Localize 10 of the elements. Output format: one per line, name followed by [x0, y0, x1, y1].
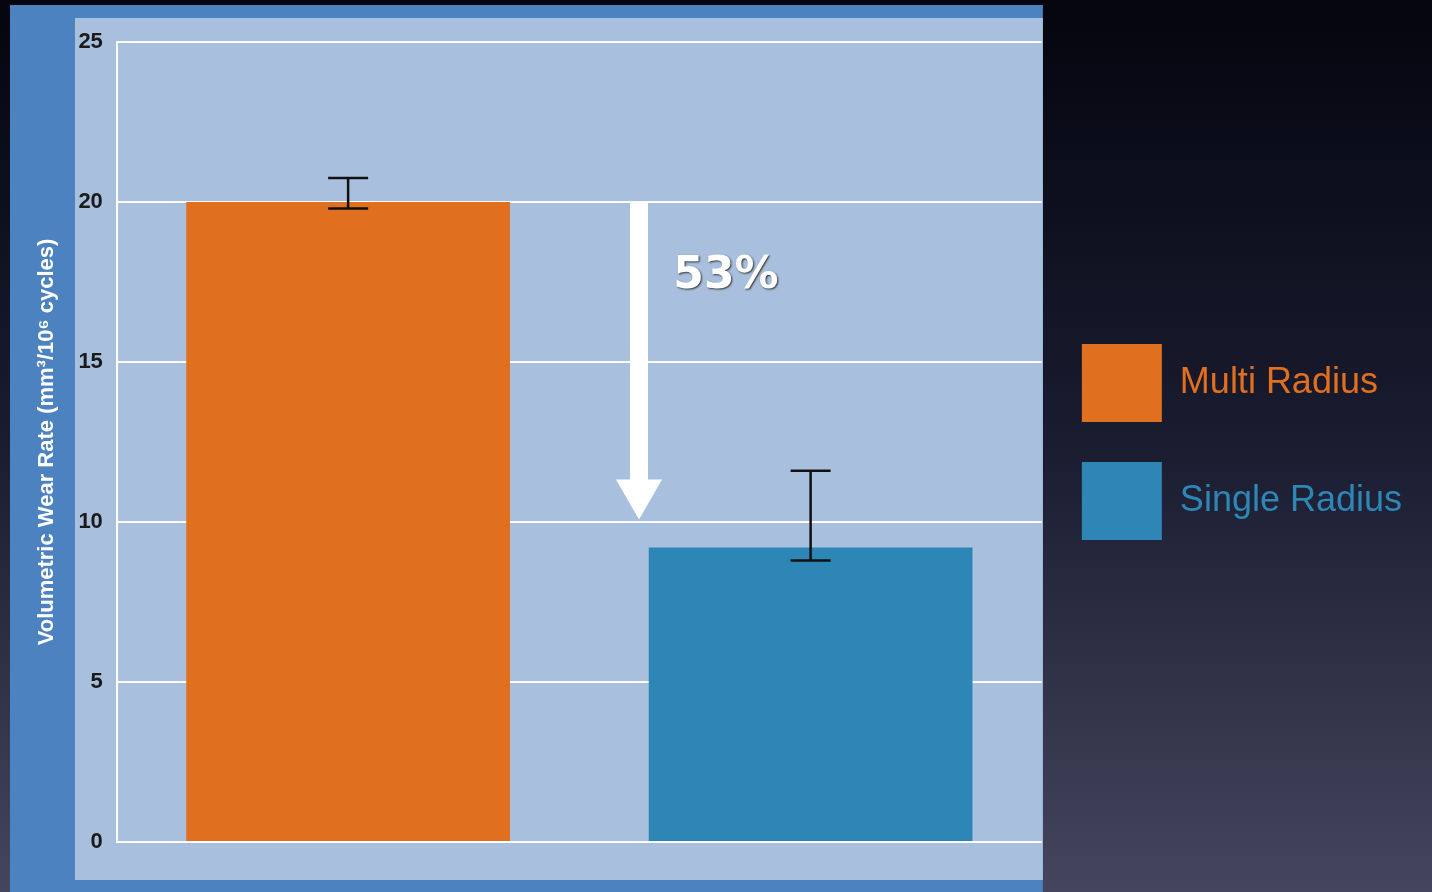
- y-tick-label: 20: [78, 188, 103, 214]
- annotation: 53%: [673, 247, 779, 298]
- legend-label: Single Radius: [1179, 477, 1403, 519]
- legend-label: Multi Radius: [1179, 359, 1378, 401]
- y-tick-label: 5: [90, 668, 103, 694]
- y-tick-label: 25: [78, 28, 103, 54]
- y-tick-label: 15: [78, 348, 103, 374]
- y-tick-label: 10: [78, 508, 103, 534]
- y-tick-label: 0: [90, 828, 103, 854]
- y-axis-title: Volumetric Wear Rate (mm³/10⁶ cycles): [33, 238, 59, 646]
